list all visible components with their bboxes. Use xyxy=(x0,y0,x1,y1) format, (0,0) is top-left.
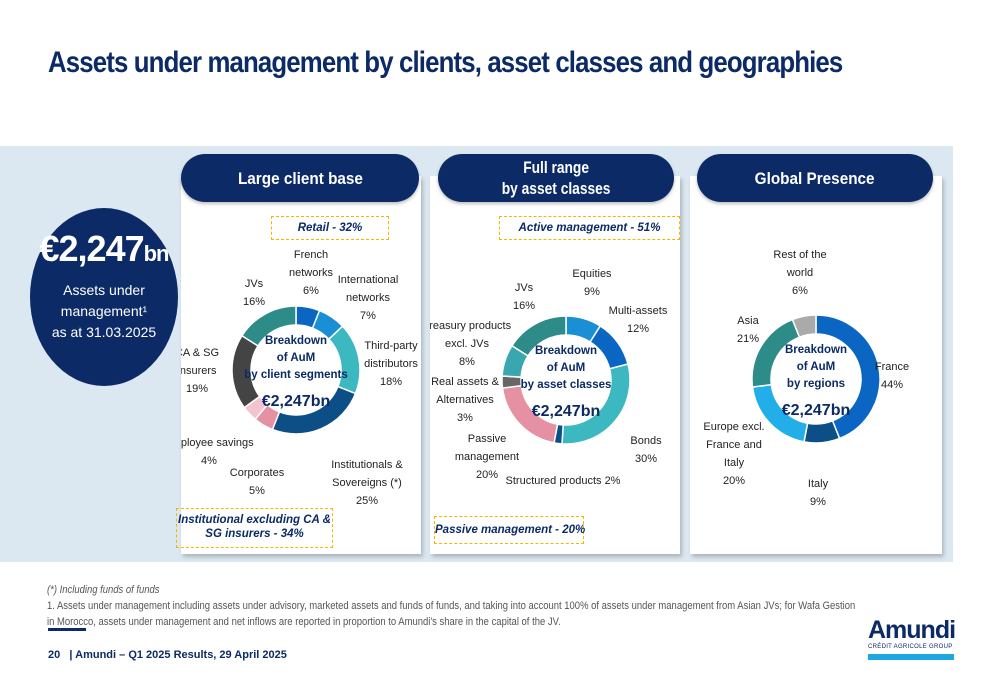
label-institutionals-sovereigns-: Institutionals & Sovereigns (*) 25% xyxy=(331,459,403,507)
label-third-party-distributors: Third-party distributors 18% xyxy=(364,340,418,388)
panel-regions: France 44% Italy 9% Europe excl. France and It… xyxy=(690,176,942,554)
footnote-1-line1: 1. Assets under management including ass… xyxy=(47,600,856,612)
slice-italy xyxy=(803,419,841,444)
slice-real-assets-alternatives xyxy=(501,375,523,389)
slice-rest-of-the-world xyxy=(791,314,817,339)
slice-jvs xyxy=(510,315,567,357)
label-europe-excl-france-and-italy: Europe excl. France and Italy 20% xyxy=(703,421,764,487)
center-total-value: €2,247bn xyxy=(532,403,600,420)
active-management-box: Active management - 51% xyxy=(499,216,680,240)
amundi-logo: Amundi CRÉDIT AGRICOLE GROUP xyxy=(868,617,956,663)
donut-assets: Equities 9% Multi-assets 12% Bonds 30% Structu… xyxy=(430,268,668,487)
center-label-line: by client segments xyxy=(244,369,348,381)
center-label-line: Breakdown xyxy=(785,344,847,356)
institutional-box: Institutional excluding CA & SG insurers… xyxy=(176,508,333,548)
slice-third-party-distributors xyxy=(327,325,361,395)
page-number: 20 xyxy=(48,649,61,661)
label-passive-management: Passive management 20% xyxy=(455,433,519,481)
slice-jvs xyxy=(240,305,297,347)
page-title: Assets under management by clients, asse… xyxy=(48,46,843,79)
label-french-networks: French networks 6% xyxy=(289,249,334,297)
label-corporates: Corporates 5% xyxy=(230,467,285,497)
panel-assets-header: Full range by asset classes xyxy=(438,154,674,202)
label-asia: Asia 21% xyxy=(737,315,760,345)
center-label-line: of AuM xyxy=(547,362,586,374)
label-treasury-products-excl-jvs: Treasury products excl. JVs 8% xyxy=(430,320,512,368)
center-total-value: €2,247bn xyxy=(262,393,330,410)
label-rest-of-the-world: Rest of the world 6% xyxy=(773,249,826,297)
label-jvs: JVs 16% xyxy=(243,278,265,308)
label-bonds: Bonds 30% xyxy=(630,435,662,465)
label-jvs: JVs 16% xyxy=(513,282,535,312)
label-france: France 44% xyxy=(875,361,909,391)
footnote-1-line2: in Morocco, assets under management and … xyxy=(47,616,561,628)
center-label-line: Breakdown xyxy=(265,335,327,347)
center-total-value: €2,247bn xyxy=(782,402,850,419)
label-multi-assets: Multi-assets 12% xyxy=(609,305,668,335)
footer-accent-line xyxy=(48,628,86,631)
center-label-line: by regions xyxy=(787,378,845,390)
panel-regions-header: Global Presence xyxy=(697,154,933,202)
donut-clients: French networks 6%International networks 7% T… xyxy=(181,249,418,507)
center-label-line: of AuM xyxy=(797,361,836,373)
center-label-line: by asset classes xyxy=(521,379,612,391)
footer-text: | Amundi – Q1 2025 Results, 29 April 202… xyxy=(69,649,287,661)
label-equities: Equities 9% xyxy=(572,268,612,298)
footer: 20 | Amundi – Q1 2025 Results, 29 April … xyxy=(48,649,287,661)
label-italy: Italy 9% xyxy=(808,478,829,508)
donut-regions: France 44% Italy 9% Europe excl. France and It… xyxy=(703,249,909,508)
aum-total-circle: €2,247bn Assets under management¹ as at … xyxy=(30,208,178,386)
retail-box: Retail - 32% xyxy=(271,216,389,240)
slice-france xyxy=(815,314,881,440)
label-real-assets-alternatives: Real assets & Alternatives 3% xyxy=(431,376,500,424)
label-international-networks: International networks 7% xyxy=(338,274,399,322)
passive-management-box: Passive management - 20% xyxy=(434,516,585,544)
aum-total-label: Assets under management¹ as at 31.03.202… xyxy=(51,282,157,340)
center-label-line: Breakdown xyxy=(535,345,597,357)
center-label-line: of AuM xyxy=(277,352,316,364)
panel-clients-header: Large client base xyxy=(181,154,419,202)
label-structured-products: Structured products 2% xyxy=(506,475,621,487)
footnote-star: (*) Including funds of funds xyxy=(47,584,160,596)
aum-total-value: €2,247bn xyxy=(39,228,170,269)
